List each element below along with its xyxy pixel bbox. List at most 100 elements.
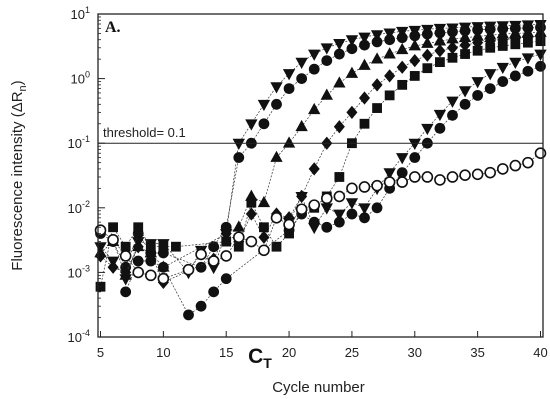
data-point <box>320 192 333 205</box>
data-point <box>521 53 535 65</box>
data-point <box>510 39 521 50</box>
data-point <box>408 39 421 51</box>
data-point <box>422 63 433 74</box>
y-tick-exponent: -1 <box>82 134 90 144</box>
data-point <box>345 35 359 47</box>
data-point <box>345 198 359 210</box>
data-point <box>484 166 497 179</box>
data-point <box>485 42 496 53</box>
data-point <box>459 98 471 110</box>
data-point <box>232 220 245 232</box>
data-point <box>370 30 384 42</box>
data-point <box>246 197 257 208</box>
y-tick-exponent: 1 <box>85 5 90 15</box>
data-point <box>358 203 371 215</box>
data-point <box>157 272 170 285</box>
threshold-label: threshold= 0.1 <box>103 125 186 140</box>
data-point <box>484 69 497 81</box>
data-point <box>233 152 245 163</box>
data-point <box>460 49 470 59</box>
data-point <box>321 221 333 233</box>
data-point <box>384 69 396 83</box>
y-tick-base: 10 <box>71 72 85 87</box>
data-point <box>333 209 346 221</box>
data-point <box>446 96 459 108</box>
data-point <box>509 159 522 172</box>
data-point <box>370 52 384 64</box>
y-tick-exponent: -3 <box>82 263 90 273</box>
data-point <box>321 55 333 66</box>
data-point <box>371 36 383 48</box>
data-point <box>358 91 371 105</box>
x-axis: 5 10 15 20 25 30 35 40 <box>97 331 548 360</box>
data-point <box>320 88 333 100</box>
data-point <box>535 60 546 72</box>
data-point <box>107 233 119 246</box>
data-point <box>435 57 445 68</box>
data-point <box>208 286 220 298</box>
series-layer <box>94 20 547 321</box>
y-tick-base: 10 <box>68 265 82 280</box>
data-point <box>346 43 358 55</box>
data-point <box>334 172 345 182</box>
data-point <box>383 28 396 40</box>
data-point <box>396 32 408 44</box>
data-point <box>433 109 447 122</box>
data-point <box>459 169 471 181</box>
x-tick-label: 35 <box>470 345 484 360</box>
data-point <box>283 83 295 95</box>
data-point <box>471 77 484 89</box>
data-point <box>132 240 144 254</box>
data-point <box>171 241 181 252</box>
data-point <box>484 83 496 95</box>
data-point <box>535 36 546 47</box>
data-point <box>119 250 132 262</box>
data-point <box>371 202 383 214</box>
ct-label: CT <box>248 345 272 371</box>
series-line <box>100 27 541 269</box>
x-tick-label: 10 <box>156 345 170 360</box>
y-tick-base: 10 <box>68 330 82 345</box>
data-point <box>296 73 308 84</box>
data-point <box>421 36 434 48</box>
data-point <box>447 109 458 121</box>
data-point <box>421 123 434 136</box>
data-point <box>271 241 282 252</box>
data-point <box>308 216 320 228</box>
data-point <box>133 222 144 233</box>
data-point <box>108 222 118 233</box>
data-point <box>472 45 483 56</box>
data-point <box>396 153 409 165</box>
x-axis-title: Cycle number <box>272 379 365 396</box>
data-point <box>282 136 296 148</box>
data-point <box>509 57 522 69</box>
y-tick-base: 10 <box>71 7 85 22</box>
data-point <box>371 78 383 92</box>
data-point <box>409 152 421 163</box>
data-point <box>282 69 296 81</box>
data-point <box>233 241 244 252</box>
data-point <box>283 218 295 231</box>
data-point <box>195 248 207 261</box>
y-axis-title-sub: n <box>17 85 29 91</box>
data-point <box>408 138 421 151</box>
data-point <box>232 138 245 151</box>
data-point <box>333 76 346 88</box>
data-point <box>232 231 245 244</box>
data-point <box>195 261 207 273</box>
data-point <box>270 212 283 224</box>
data-point <box>208 241 220 253</box>
data-point <box>396 42 409 55</box>
data-point <box>320 43 333 55</box>
data-point <box>107 260 119 274</box>
data-point <box>258 244 270 257</box>
data-point <box>132 266 145 279</box>
data-point <box>346 182 358 195</box>
x-tick-label: 20 <box>282 345 296 360</box>
data-point <box>458 86 472 98</box>
data-point <box>496 62 509 75</box>
data-point <box>182 263 195 276</box>
data-point <box>295 57 308 69</box>
